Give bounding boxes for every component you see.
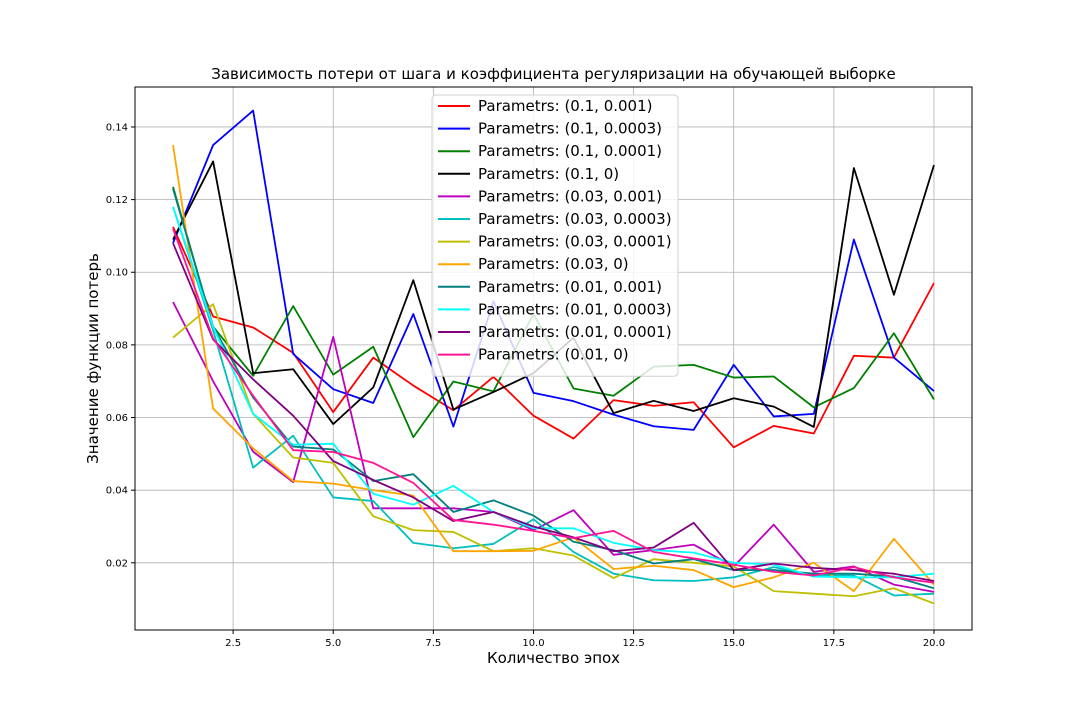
legend-box: [431, 94, 679, 377]
x-tick-label: 15.0: [723, 638, 745, 649]
x-tick-label: 17.5: [823, 638, 845, 649]
legend-entry-label: Parametrs: (0.01, 0): [478, 346, 629, 364]
y-tick-label: 0.02: [106, 558, 128, 569]
legend-entry-label: Parametrs: (0.03, 0.001): [478, 187, 662, 205]
x-tick-label: 12.5: [622, 638, 644, 649]
y-tick-label: 0.10: [106, 268, 128, 279]
x-tick-label: 5.0: [325, 638, 341, 649]
y-axis-label: Значение функции потерь: [84, 253, 102, 464]
x-axis: 2.5 5.0 7.5 10.0 12.5 15.0 17.5 20.0: [225, 630, 945, 649]
legend-entry-label: Parametrs: (0.03, 0.0001): [478, 233, 672, 251]
x-tick-label: 7.5: [425, 638, 441, 649]
legend-entry-label: Parametrs: (0.1, 0.0001): [478, 142, 662, 160]
y-tick-label: 0.08: [106, 340, 128, 351]
y-tick-label: 0.12: [106, 195, 128, 206]
plot-frame: [134, 86, 973, 631]
series-line-7: [172, 303, 935, 605]
legend-entry-label: Parametrs: (0.1, 0.001): [478, 97, 653, 115]
series-line-2: [172, 109, 935, 431]
x-tick-label: 2.5: [225, 638, 241, 649]
legend-entry-label: Parametrs: (0.03, 0.0003): [478, 210, 672, 228]
legend-entry-label: Parametrs: (0.01, 0.0001): [478, 323, 672, 341]
series-line-12: [172, 228, 935, 584]
y-tick-label: 0.04: [106, 486, 128, 497]
legend-entry-label: Parametrs: (0.03, 0): [478, 255, 629, 273]
x-axis-label: Количество эпох: [487, 649, 620, 667]
legend-entry-label: Parametrs: (0.01, 0.001): [478, 278, 662, 296]
y-axis: 0.02 0.04 0.06 0.08 0.10 0.12 0.14: [106, 122, 135, 569]
legend-entry-label: Parametrs: (0.1, 0.0003): [478, 120, 662, 138]
series-line-11: [172, 242, 935, 582]
legend: Parametrs: (0.1, 0.001) Parametrs: (0.1, …: [431, 94, 679, 377]
x-tick-label: 20.0: [923, 638, 945, 649]
series-line-8: [172, 144, 935, 593]
series-line-1: [172, 226, 935, 449]
chart-title: Зависимость потери от шага и коэффициент…: [211, 65, 896, 83]
legend-entry-label: Parametrs: (0.01, 0.0003): [478, 300, 672, 318]
y-tick-label: 0.06: [106, 413, 128, 424]
legend-entry-label: Parametrs: (0.1, 0): [478, 165, 619, 183]
y-tick-label: 0.14: [106, 122, 128, 133]
x-tick-label: 10.0: [522, 638, 544, 649]
